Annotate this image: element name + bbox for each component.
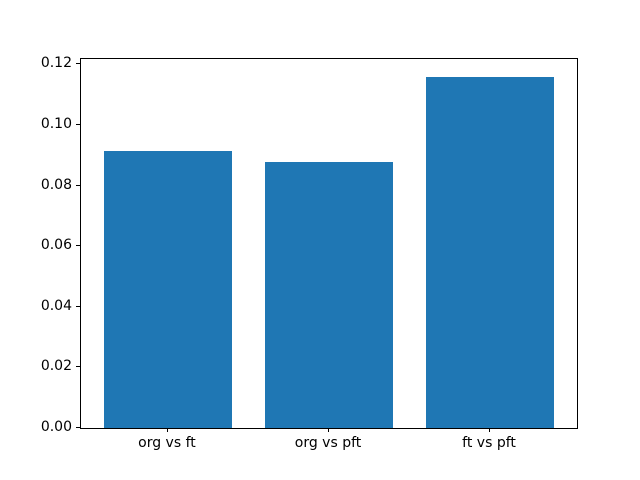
x-tick-label: ft vs pft xyxy=(462,435,516,451)
y-tick-label: 0.08 xyxy=(40,176,72,193)
x-tick-label: org vs pft xyxy=(294,435,362,451)
y-tick-mark xyxy=(76,184,80,186)
plot-area xyxy=(80,58,578,429)
x-tick-label: org vs ft xyxy=(138,435,196,451)
y-tick-label: 0.10 xyxy=(40,116,72,133)
y-tick-label: 0.12 xyxy=(40,55,72,72)
y-tick-mark xyxy=(76,63,80,65)
y-tick-label: 0.06 xyxy=(40,237,72,254)
bar-org-vs-pft xyxy=(264,161,394,428)
y-tick-label: 0.00 xyxy=(40,419,72,435)
bar-org-vs-ft xyxy=(103,150,233,428)
y-tick-mark xyxy=(76,124,80,126)
y-tick-label: 0.04 xyxy=(40,297,72,314)
y-tick-mark xyxy=(76,305,80,307)
x-tick-mark xyxy=(489,428,491,432)
y-tick-label: 0.02 xyxy=(40,358,72,375)
bar-ft-vs-pft xyxy=(425,76,555,428)
x-tick-mark xyxy=(328,428,329,432)
y-tick-mark xyxy=(76,245,80,247)
y-tick-mark xyxy=(76,427,80,428)
x-tick-mark xyxy=(166,428,168,432)
y-tick-mark xyxy=(76,366,80,368)
